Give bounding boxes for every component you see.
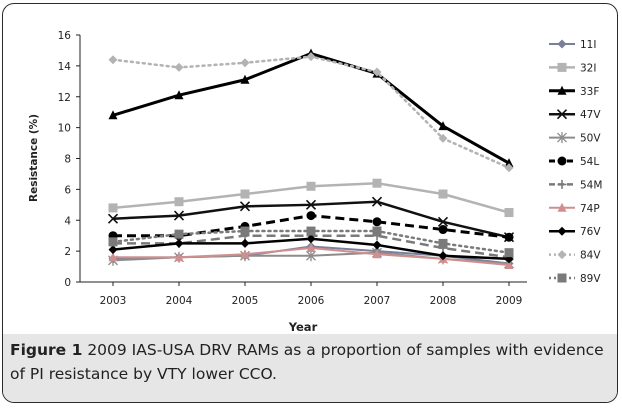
legend-item-74p: 74P — [549, 203, 600, 215]
y-tick-label: 14 — [58, 61, 72, 73]
data-point-89v — [439, 239, 448, 248]
y-tick-label: 6 — [64, 184, 71, 196]
data-point-76v — [175, 239, 184, 248]
x-tick-label: 2007 — [364, 295, 391, 307]
legend-item-50v: 50V — [549, 132, 601, 145]
legend-marker-54m — [558, 180, 567, 189]
data-point-32i — [307, 182, 316, 191]
data-point-89v — [175, 230, 184, 239]
legend-label-32i: 32I — [580, 62, 596, 74]
data-point-32i — [175, 197, 184, 206]
data-point-84v — [241, 58, 250, 67]
legend-label-84v: 84V — [580, 250, 601, 262]
y-tick-label: 2 — [64, 246, 71, 258]
legend-label-11i: 11I — [580, 39, 596, 51]
y-axis-label: Resistance (%) — [28, 114, 40, 202]
legend-label-54m: 54M — [580, 179, 602, 191]
y-tick-label: 4 — [64, 215, 71, 227]
legend-label-50v: 50V — [580, 133, 601, 145]
data-point-32i — [109, 203, 118, 212]
data-point-89v — [109, 237, 118, 246]
x-tick-label: 2006 — [298, 295, 325, 307]
legend-marker-76v — [558, 227, 567, 236]
legend-marker-32i — [558, 63, 567, 72]
figure-caption: Figure 1 2009 IAS-USA DRV RAMs as a prop… — [10, 338, 610, 386]
data-point-54l — [505, 233, 514, 242]
x-axis-label: Year — [288, 320, 318, 334]
legend-item-54m: 54M — [549, 179, 602, 191]
data-point-32i — [241, 190, 250, 199]
legend-label-54l: 54L — [580, 156, 599, 168]
data-point-84v — [175, 63, 184, 72]
legend-item-89v: 89V — [549, 273, 601, 285]
data-point-89v — [241, 227, 250, 236]
legend-label-47v: 47V — [580, 109, 601, 121]
y-tick-label: 16 — [58, 30, 72, 42]
legend-item-11i: 11I — [549, 39, 596, 51]
y-tick-label: 0 — [64, 277, 71, 289]
data-point-32i — [505, 208, 514, 217]
x-tick-label: 2008 — [430, 295, 457, 307]
legend-item-33f: 33F — [549, 86, 599, 98]
legend-item-84v: 84V — [549, 250, 601, 262]
x-tick-label: 2009 — [496, 295, 523, 307]
legend-item-76v: 76V — [549, 226, 601, 238]
legend: 11I 32I 33F 47V 50V 54L 54M 74P 76V 84V 89V — [549, 39, 602, 285]
data-point-76v — [109, 245, 118, 254]
legend-label-89v: 89V — [580, 273, 601, 285]
legend-marker-54l — [558, 157, 567, 166]
legend-item-47v: 47V — [549, 109, 601, 121]
legend-label-33f: 33F — [580, 86, 599, 98]
legend-label-76v: 76V — [580, 226, 601, 238]
data-point-54l — [373, 217, 382, 226]
data-point-89v — [307, 227, 316, 236]
legend-marker-89v — [558, 274, 567, 283]
x-tick-label: 2004 — [166, 295, 193, 307]
x-ticks: 2003 2004 2005 2006 2007 2008 2009 — [100, 282, 523, 307]
legend-marker-11i — [558, 40, 567, 49]
figure-caption-text: 2009 IAS-USA DRV RAMs as a proportion of… — [10, 341, 604, 383]
legend-label-74p: 74P — [580, 203, 600, 215]
y-ticks: 0 2 4 6 8 10 12 14 16 — [58, 30, 80, 289]
x-tick-label: 2003 — [100, 295, 127, 307]
data-point-32i — [373, 179, 382, 188]
data-point-76v — [241, 239, 250, 248]
y-tick-label: 12 — [58, 92, 71, 104]
data-point-54l — [439, 225, 448, 234]
data-point-54l — [307, 211, 316, 220]
data-point-32i — [439, 190, 448, 199]
data-point-89v — [505, 248, 514, 257]
series-layer — [109, 49, 514, 269]
figure-label: Figure 1 — [10, 341, 82, 359]
series-line-33f — [113, 54, 509, 164]
y-tick-label: 10 — [58, 123, 71, 135]
x-tick-label: 2005 — [232, 295, 259, 307]
legend-marker-84v — [558, 250, 567, 259]
series-84v — [109, 52, 514, 172]
legend-item-54l: 54L — [549, 156, 599, 168]
legend-item-32i: 32I — [549, 62, 596, 74]
data-point-76v — [373, 240, 382, 249]
series-line-84v — [113, 57, 509, 168]
data-point-89v — [373, 227, 382, 236]
data-point-84v — [109, 55, 118, 64]
y-tick-label: 8 — [64, 154, 71, 166]
